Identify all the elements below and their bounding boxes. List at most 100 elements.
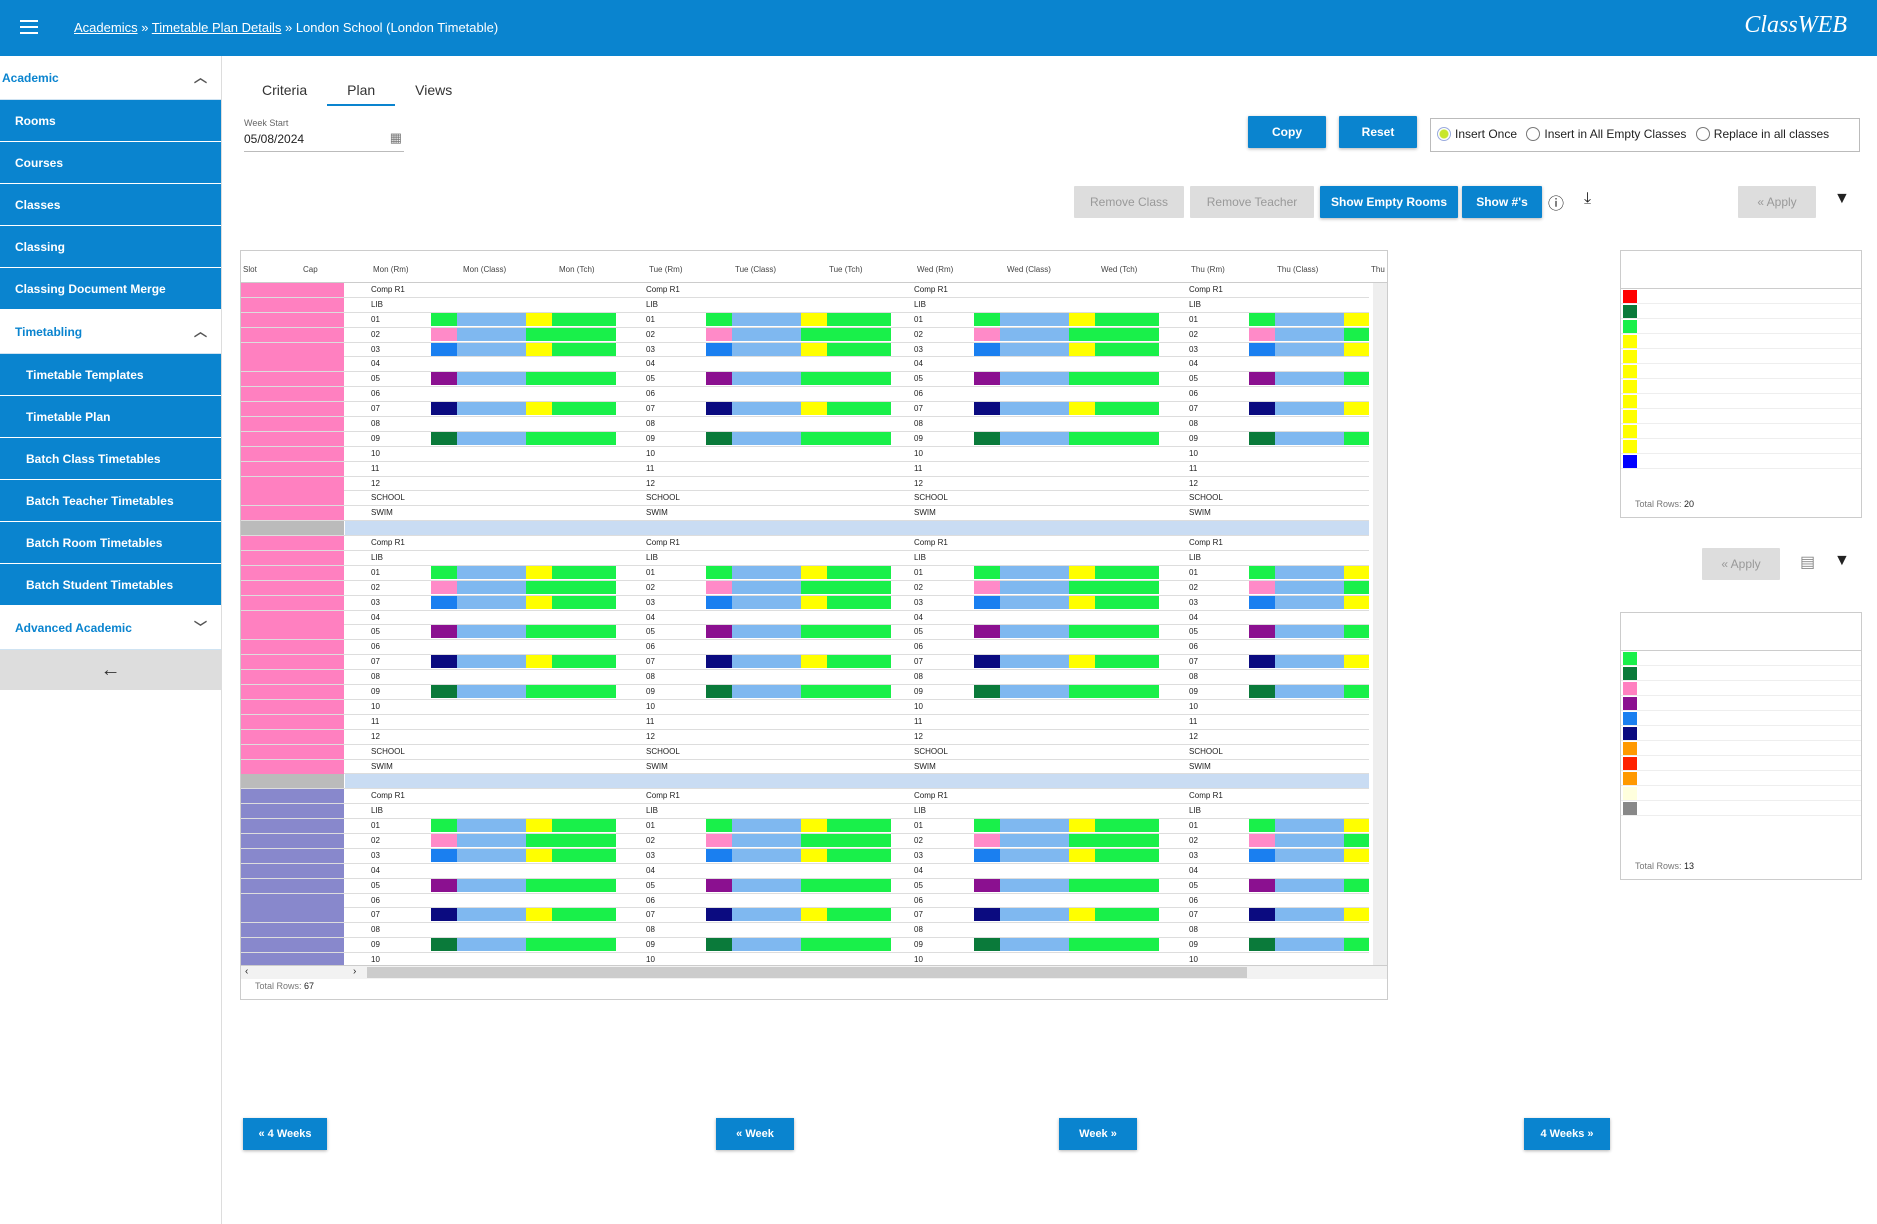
table-row[interactable]: 07 07 07 07 bbox=[241, 908, 1369, 924]
legend-row[interactable] bbox=[1621, 681, 1861, 696]
column-header[interactable]: Tue (Class) bbox=[735, 265, 777, 274]
radio-insert-once[interactable]: Insert Once bbox=[1437, 127, 1517, 141]
sidebar-section-academic[interactable]: Academic ︿ bbox=[0, 56, 221, 100]
flashlight-icon[interactable]: ▼ bbox=[1834, 190, 1850, 207]
table-row[interactable]: 09 09 09 09 bbox=[241, 685, 1369, 700]
table-row[interactable]: 08 08 08 08 bbox=[241, 670, 1369, 686]
apply-button[interactable]: « Apply bbox=[1738, 186, 1816, 218]
legend-row[interactable] bbox=[1621, 651, 1861, 666]
table-row[interactable]: 11 11 11 11 bbox=[241, 461, 1369, 477]
column-header[interactable]: Thu (Class) bbox=[1277, 265, 1319, 274]
column-header[interactable]: Wed (Class) bbox=[1007, 265, 1051, 274]
radio-insert-all-empty[interactable]: Insert in All Empty Classes bbox=[1526, 127, 1686, 141]
table-row[interactable]: SCHOOL SCHOOL SCHOOL SCHOOL bbox=[241, 744, 1369, 760]
legend-row[interactable] bbox=[1621, 771, 1861, 786]
scroll-right-icon[interactable]: › bbox=[353, 966, 357, 977]
legend-row[interactable] bbox=[1621, 801, 1861, 816]
legend-row[interactable] bbox=[1621, 696, 1861, 711]
column-header[interactable]: Slot bbox=[243, 265, 257, 274]
table-row[interactable]: LIB LIB LIB LIB bbox=[241, 551, 1369, 566]
table-row[interactable]: 01 01 01 01 bbox=[241, 312, 1369, 328]
table-row[interactable]: 05 05 05 05 bbox=[241, 372, 1369, 388]
table-row[interactable]: 05 05 05 05 bbox=[241, 625, 1369, 641]
legend-row[interactable] bbox=[1621, 666, 1861, 681]
table-row[interactable]: 02 02 02 02 bbox=[241, 327, 1369, 343]
scroll-thumb[interactable] bbox=[367, 967, 1247, 978]
table-row[interactable]: LIB LIB LIB LIB bbox=[241, 804, 1369, 820]
sidebar-item-rooms[interactable]: Rooms bbox=[0, 100, 221, 142]
table-row[interactable]: 03 03 03 03 bbox=[241, 848, 1369, 864]
download-icon[interactable]: ⤓ bbox=[1584, 190, 1592, 207]
legend-row[interactable] bbox=[1621, 289, 1861, 304]
column-header[interactable]: Thu (Rm) bbox=[1191, 265, 1225, 274]
column-header[interactable]: Wed (Rm) bbox=[917, 265, 954, 274]
column-header[interactable]: Cap bbox=[303, 265, 318, 274]
tab-views[interactable]: Views bbox=[415, 82, 453, 98]
week-start-field[interactable]: Week Start 05/08/2024 ▦ bbox=[244, 118, 404, 152]
table-row[interactable]: 06 06 06 06 bbox=[241, 893, 1369, 909]
week-start-value[interactable]: 05/08/2024 bbox=[244, 132, 305, 146]
table-row[interactable]: 05 05 05 05 bbox=[241, 878, 1369, 894]
remove-class-button[interactable]: Remove Class bbox=[1074, 186, 1184, 218]
sidebar-item-courses[interactable]: Courses bbox=[0, 142, 221, 184]
reset-button[interactable]: Reset bbox=[1339, 116, 1417, 148]
back-4-weeks-button[interactable]: « 4 Weeks bbox=[243, 1118, 327, 1150]
table-row[interactable]: 12 12 12 12 bbox=[241, 476, 1369, 492]
column-header[interactable]: Tue (Tch) bbox=[829, 265, 863, 274]
table-row[interactable]: 06 06 06 06 bbox=[241, 387, 1369, 403]
table-row[interactable]: 01 01 01 01 bbox=[241, 819, 1369, 834]
column-header[interactable]: Mon (Rm) bbox=[373, 265, 409, 274]
legend-row[interactable] bbox=[1621, 741, 1861, 756]
show-numbers-button[interactable]: Show #'s bbox=[1462, 186, 1542, 218]
column-header[interactable]: Thu bbox=[1371, 265, 1385, 274]
legend-row[interactable] bbox=[1621, 726, 1861, 741]
column-header[interactable]: Tue (Rm) bbox=[649, 265, 683, 274]
column-header[interactable]: Mon (Class) bbox=[463, 265, 507, 274]
table-row[interactable]: 09 09 09 09 bbox=[241, 938, 1369, 954]
table-row[interactable]: Comp R1 Comp R1 Comp R1 Comp R1 bbox=[241, 536, 1369, 552]
help-icon[interactable]: ⓘ bbox=[1548, 196, 1565, 213]
table-row[interactable]: 04 04 04 04 bbox=[241, 610, 1369, 626]
table-row[interactable]: Comp R1 Comp R1 Comp R1 Comp R1 bbox=[241, 283, 1369, 298]
table-row[interactable]: 02 02 02 02 bbox=[241, 580, 1369, 596]
table-row[interactable]: Comp R1 Comp R1 Comp R1 Comp R1 bbox=[241, 789, 1369, 805]
table-row[interactable]: 12 12 12 12 bbox=[241, 729, 1369, 745]
forward-week-button[interactable]: Week » bbox=[1059, 1118, 1137, 1150]
menu-icon[interactable] bbox=[20, 20, 38, 34]
legend-row[interactable] bbox=[1621, 319, 1861, 334]
legend-row[interactable] bbox=[1621, 711, 1861, 726]
tab-plan[interactable]: Plan bbox=[327, 76, 396, 106]
table-row[interactable]: 08 08 08 08 bbox=[241, 417, 1369, 432]
copy-button[interactable]: Copy bbox=[1248, 116, 1326, 148]
sidebar-item-batch-teacher[interactable]: Batch Teacher Timetables bbox=[0, 480, 221, 522]
legend-row[interactable] bbox=[1621, 424, 1861, 439]
legend-row[interactable] bbox=[1621, 394, 1861, 409]
flashlight-icon[interactable]: ▼ bbox=[1834, 552, 1850, 569]
table-row[interactable]: 07 07 07 07 bbox=[241, 402, 1369, 418]
collapse-sidebar-icon[interactable]: ← bbox=[0, 650, 221, 690]
table-row[interactable]: 03 03 03 03 bbox=[241, 342, 1369, 358]
table-row[interactable]: 03 03 03 03 bbox=[241, 595, 1369, 611]
table-row[interactable]: 04 04 04 04 bbox=[241, 357, 1369, 373]
legend-row[interactable] bbox=[1621, 364, 1861, 379]
legend-row[interactable] bbox=[1621, 786, 1861, 801]
remove-teacher-button[interactable]: Remove Teacher bbox=[1190, 186, 1314, 218]
table-row[interactable]: 02 02 02 02 bbox=[241, 833, 1369, 849]
tab-criteria[interactable]: Criteria bbox=[262, 82, 308, 98]
legend-row[interactable] bbox=[1621, 349, 1861, 364]
table-row[interactable]: SCHOOL SCHOOL SCHOOL SCHOOL bbox=[241, 491, 1369, 507]
vertical-scrollbar[interactable] bbox=[1373, 283, 1387, 965]
table-row[interactable]: 11 11 11 11 bbox=[241, 714, 1369, 730]
show-empty-rooms-button[interactable]: Show Empty Rooms bbox=[1320, 186, 1458, 218]
table-row[interactable]: 04 04 04 04 bbox=[241, 863, 1369, 879]
calendar-icon[interactable]: ▦ bbox=[389, 130, 402, 145]
sidebar-item-batch-room[interactable]: Batch Room Timetables bbox=[0, 522, 221, 564]
table-row[interactable]: 01 01 01 01 bbox=[241, 565, 1369, 581]
legend-row[interactable] bbox=[1621, 409, 1861, 424]
table-row[interactable]: 06 06 06 06 bbox=[241, 640, 1369, 656]
table-row[interactable]: 10 10 10 10 bbox=[241, 699, 1369, 715]
sidebar-section-advanced[interactable]: Advanced Academic ﹀ bbox=[0, 606, 221, 650]
table-row[interactable]: SWIM SWIM SWIM SWIM bbox=[241, 506, 1369, 522]
legend-row[interactable] bbox=[1621, 334, 1861, 349]
legend-row[interactable] bbox=[1621, 439, 1861, 454]
